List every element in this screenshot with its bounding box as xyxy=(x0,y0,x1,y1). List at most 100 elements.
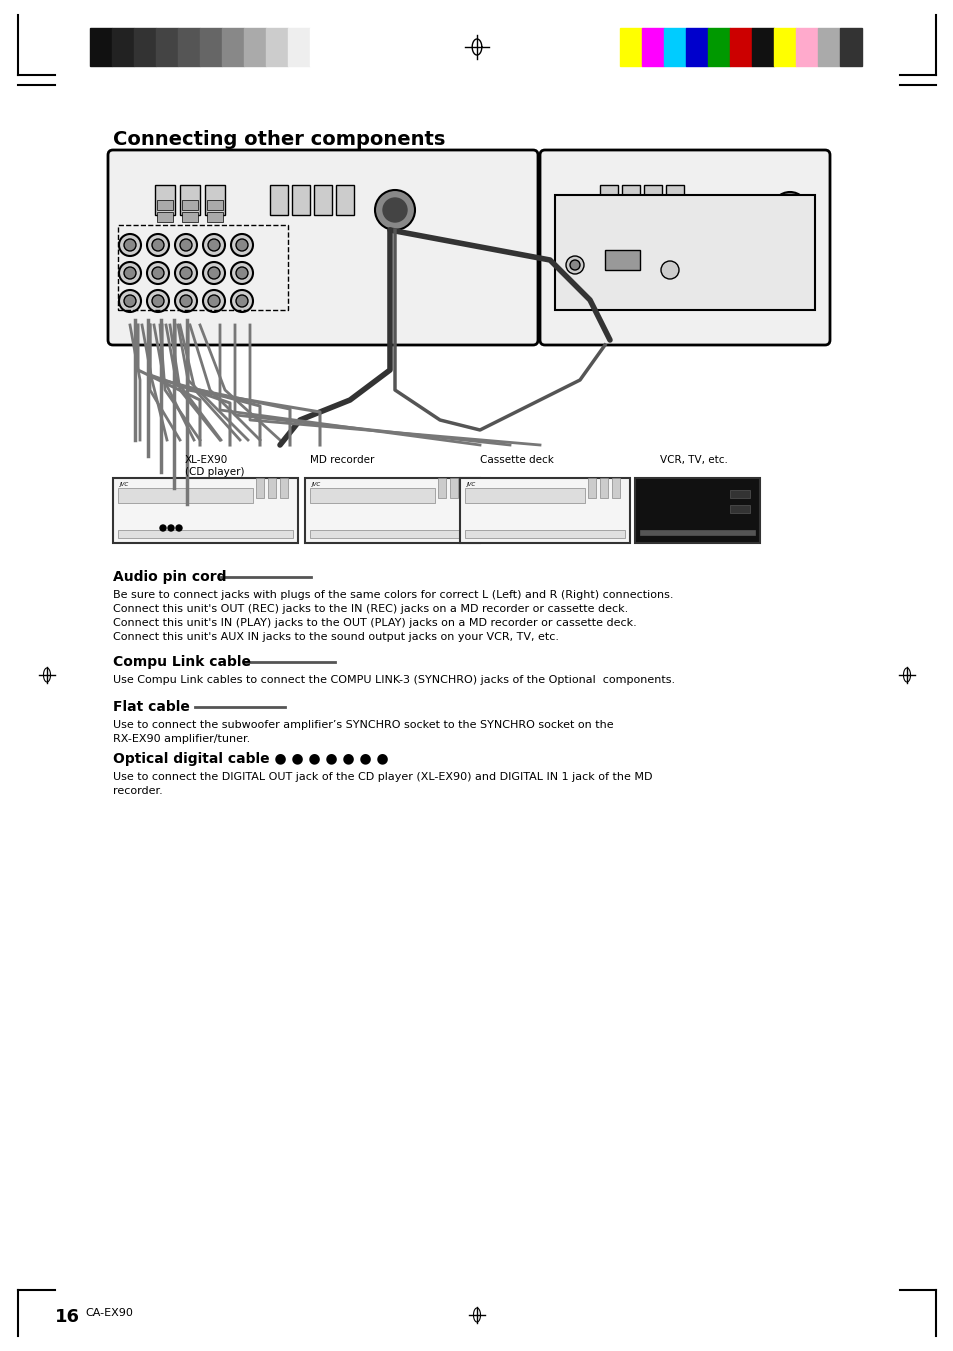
Circle shape xyxy=(119,234,141,255)
Bar xyxy=(205,185,225,215)
Circle shape xyxy=(203,234,225,255)
FancyBboxPatch shape xyxy=(539,150,829,345)
Bar xyxy=(665,185,683,215)
Text: Cassette deck: Cassette deck xyxy=(479,455,554,465)
Bar xyxy=(200,28,222,66)
Bar xyxy=(112,478,297,543)
Bar xyxy=(729,28,751,66)
Bar xyxy=(840,28,862,66)
Circle shape xyxy=(152,239,164,251)
Bar xyxy=(729,490,749,499)
Bar xyxy=(817,28,840,66)
Circle shape xyxy=(235,295,248,307)
Bar xyxy=(222,28,244,66)
Bar xyxy=(178,28,200,66)
Circle shape xyxy=(174,262,196,284)
Circle shape xyxy=(124,295,136,307)
Circle shape xyxy=(152,295,164,307)
Text: 16: 16 xyxy=(55,1308,80,1325)
Text: Flat cable: Flat cable xyxy=(112,700,190,713)
Text: Be sure to connect jacks with plugs of the same colors for correct L (Left) and : Be sure to connect jacks with plugs of t… xyxy=(112,590,673,642)
Bar xyxy=(305,478,479,543)
Circle shape xyxy=(208,239,220,251)
Text: JVC: JVC xyxy=(312,482,321,486)
Circle shape xyxy=(180,267,192,280)
Text: JVC: JVC xyxy=(467,482,476,486)
Bar xyxy=(461,478,470,499)
Bar xyxy=(619,28,641,66)
Bar xyxy=(635,478,760,543)
Bar xyxy=(729,505,749,513)
Circle shape xyxy=(152,267,164,280)
Text: Compu Link cable: Compu Link cable xyxy=(112,655,251,669)
Bar xyxy=(464,530,624,538)
Bar xyxy=(157,212,172,222)
Circle shape xyxy=(208,267,220,280)
Bar xyxy=(599,185,618,215)
Bar xyxy=(280,478,288,499)
Circle shape xyxy=(180,239,192,251)
Circle shape xyxy=(147,290,169,312)
Circle shape xyxy=(771,192,807,228)
Circle shape xyxy=(124,239,136,251)
Bar xyxy=(314,185,332,215)
Bar xyxy=(641,28,663,66)
Bar xyxy=(335,185,354,215)
Bar xyxy=(270,185,288,215)
Circle shape xyxy=(235,239,248,251)
Bar xyxy=(118,488,253,503)
Bar xyxy=(587,478,596,499)
Bar xyxy=(112,28,133,66)
Text: Optical digital cable ● ● ● ● ● ● ●: Optical digital cable ● ● ● ● ● ● ● xyxy=(112,753,388,766)
Circle shape xyxy=(565,255,583,274)
Bar xyxy=(118,226,288,309)
Text: Use to connect the DIGITAL OUT jack of the CD player (XL-EX90) and DIGITAL IN 1 : Use to connect the DIGITAL OUT jack of t… xyxy=(112,771,652,796)
Bar xyxy=(180,185,200,215)
Bar xyxy=(459,478,629,543)
Bar xyxy=(288,28,310,66)
Circle shape xyxy=(119,290,141,312)
Bar xyxy=(310,530,475,538)
Bar xyxy=(310,28,332,66)
Bar xyxy=(182,200,198,209)
Circle shape xyxy=(231,234,253,255)
Circle shape xyxy=(168,526,173,531)
Text: MD recorder: MD recorder xyxy=(310,455,374,465)
Circle shape xyxy=(208,295,220,307)
Bar xyxy=(255,478,264,499)
Circle shape xyxy=(235,267,248,280)
Circle shape xyxy=(231,290,253,312)
Circle shape xyxy=(203,262,225,284)
Bar xyxy=(182,212,198,222)
Bar xyxy=(207,212,223,222)
Bar xyxy=(773,28,795,66)
Bar xyxy=(157,200,172,209)
Text: Use Compu Link cables to connect the COMPU LINK-3 (SYNCHRO) jacks of the Optiona: Use Compu Link cables to connect the COM… xyxy=(112,676,675,685)
Circle shape xyxy=(174,234,196,255)
Circle shape xyxy=(660,261,679,280)
Bar xyxy=(599,478,607,499)
Circle shape xyxy=(180,295,192,307)
Bar xyxy=(707,28,729,66)
Bar xyxy=(639,530,754,535)
Bar xyxy=(133,28,156,66)
Text: XL-EX90
(CD player): XL-EX90 (CD player) xyxy=(185,455,244,477)
Circle shape xyxy=(174,290,196,312)
Bar xyxy=(244,28,266,66)
Bar xyxy=(118,530,293,538)
Bar xyxy=(437,478,446,499)
Bar xyxy=(310,488,435,503)
Circle shape xyxy=(147,262,169,284)
Bar xyxy=(751,28,773,66)
Circle shape xyxy=(147,234,169,255)
Circle shape xyxy=(569,259,579,270)
Bar xyxy=(154,185,174,215)
Bar xyxy=(156,28,178,66)
Bar xyxy=(90,28,112,66)
Circle shape xyxy=(382,199,407,222)
Text: JVC: JVC xyxy=(120,482,129,486)
Text: Use to connect the subwoofer amplifier’s SYNCHRO socket to the SYNCHRO socket on: Use to connect the subwoofer amplifier’s… xyxy=(112,720,613,744)
Bar xyxy=(685,28,707,66)
Bar xyxy=(612,478,619,499)
FancyBboxPatch shape xyxy=(108,150,537,345)
